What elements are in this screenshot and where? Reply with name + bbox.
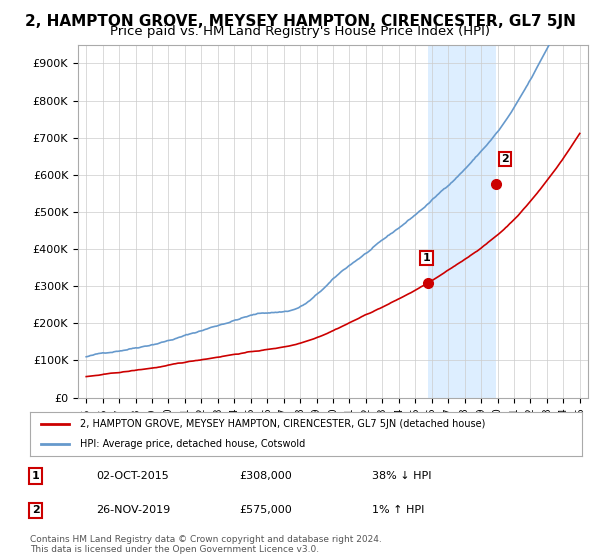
Text: 1: 1 [32, 471, 40, 481]
Text: 02-OCT-2015: 02-OCT-2015 [96, 471, 169, 481]
Text: £308,000: £308,000 [240, 471, 293, 481]
Text: HPI: Average price, detached house, Cotswold: HPI: Average price, detached house, Cots… [80, 439, 305, 449]
Text: 2: 2 [501, 154, 509, 164]
Text: 38% ↓ HPI: 38% ↓ HPI [372, 471, 432, 481]
Text: £575,000: £575,000 [240, 505, 293, 515]
Text: 2, HAMPTON GROVE, MEYSEY HAMPTON, CIRENCESTER, GL7 5JN: 2, HAMPTON GROVE, MEYSEY HAMPTON, CIRENC… [25, 14, 575, 29]
Bar [428, 45, 496, 398]
Text: 2: 2 [32, 505, 40, 515]
Text: 1% ↑ HPI: 1% ↑ HPI [372, 505, 425, 515]
Text: 2, HAMPTON GROVE, MEYSEY HAMPTON, CIRENCESTER, GL7 5JN (detached house): 2, HAMPTON GROVE, MEYSEY HAMPTON, CIRENC… [80, 419, 485, 429]
Text: 1: 1 [422, 253, 430, 263]
Text: Contains HM Land Registry data © Crown copyright and database right 2024.
This d: Contains HM Land Registry data © Crown c… [30, 535, 382, 554]
Text: 26-NOV-2019: 26-NOV-2019 [96, 505, 170, 515]
Text: Price paid vs. HM Land Registry's House Price Index (HPI): Price paid vs. HM Land Registry's House … [110, 25, 490, 38]
